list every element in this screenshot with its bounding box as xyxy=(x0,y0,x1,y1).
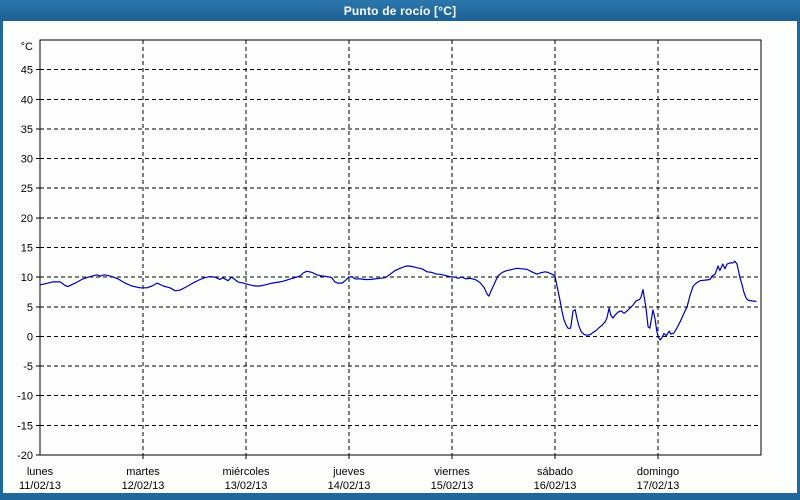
day-name-label: jueves xyxy=(332,466,365,478)
day-date-label: 17/02/13 xyxy=(637,480,680,492)
day-name-label: viernes xyxy=(434,466,470,478)
y-tick-label: 15 xyxy=(21,243,33,255)
series-line xyxy=(39,260,757,341)
y-tick-label: 35 xyxy=(21,124,33,136)
day-date-label: 13/02/13 xyxy=(225,480,268,492)
y-tick-label: 20 xyxy=(21,213,33,225)
day-name-label: domingo xyxy=(637,466,679,478)
day-date-label: 16/02/13 xyxy=(534,480,577,492)
plot-border xyxy=(39,39,762,456)
y-tick-label: -20 xyxy=(17,450,33,462)
y-tick-label: -10 xyxy=(17,391,33,403)
y-tick-label: 45 xyxy=(21,65,33,77)
day-name-label: sábado xyxy=(537,466,573,478)
y-axis-unit-label: °C xyxy=(21,41,33,53)
y-tick-label: 40 xyxy=(21,94,33,106)
y-tick-label: -5 xyxy=(23,361,33,373)
day-date-label: 11/02/13 xyxy=(19,480,61,492)
window-title: Punto de rocío [°C] xyxy=(343,3,457,18)
y-tick-label: 30 xyxy=(21,154,33,166)
day-date-label: 15/02/13 xyxy=(431,480,474,492)
y-tick-label: 5 xyxy=(27,302,33,314)
day-date-label: 14/02/13 xyxy=(328,480,371,492)
y-tick-label: 25 xyxy=(21,183,33,195)
day-date-label: 12/02/13 xyxy=(122,480,165,492)
y-tick-label: 0 xyxy=(27,331,33,343)
day-name-label: miércoles xyxy=(222,466,270,478)
y-tick-label: 10 xyxy=(21,272,33,284)
y-tick-label: -15 xyxy=(17,420,33,432)
day-name-label: martes xyxy=(126,466,160,478)
window-title-bar: Punto de rocío [°C] xyxy=(0,0,800,21)
day-name-label: lunes xyxy=(27,466,54,478)
